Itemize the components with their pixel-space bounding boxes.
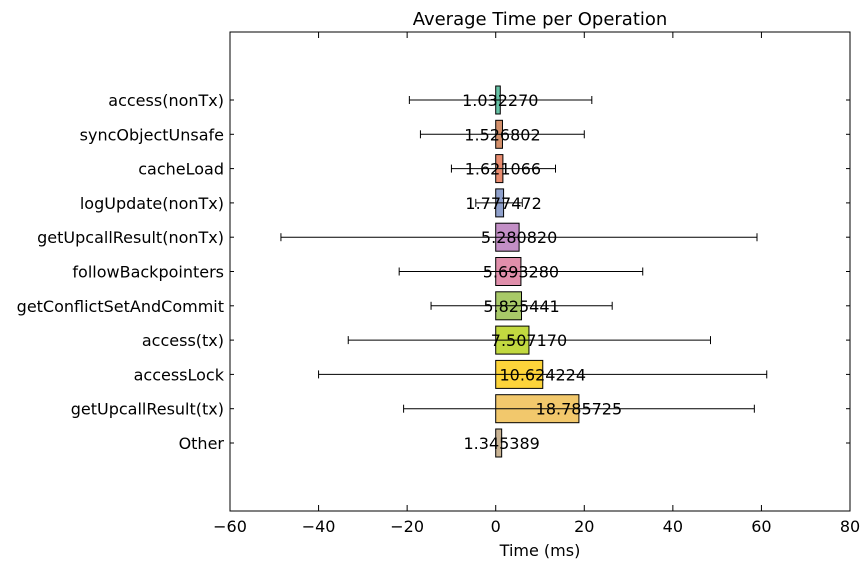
value-label: 5.693280	[483, 263, 559, 282]
x-tick-label: 0	[491, 517, 501, 536]
value-label: 10.624224	[499, 365, 586, 384]
category-label: syncObjectUnsafe	[80, 125, 224, 144]
category-label: accessLock	[134, 365, 225, 384]
x-ticks-layer: −60 −40 −20 0 20 40 60 80	[213, 32, 860, 536]
value-label: 7.507170	[491, 331, 567, 350]
value-label: 1.345389	[464, 434, 540, 453]
x-tick-label: −60	[213, 517, 247, 536]
category-label: Other	[179, 434, 225, 453]
x-tick-label: 20	[574, 517, 594, 536]
plot-frame	[229, 31, 851, 512]
value-label: 1.526802	[464, 125, 540, 144]
bar	[495, 428, 503, 458]
x-tick-label: 40	[663, 517, 683, 536]
x-tick-label: −40	[302, 517, 336, 536]
value-label: 1.621066	[465, 160, 541, 179]
category-label: getUpcallResult(tx)	[71, 400, 224, 419]
value-label: 5.280820	[481, 228, 557, 247]
value-label: 1.032270	[462, 91, 538, 110]
error-bars-layer	[280, 96, 768, 413]
x-tick-label: −20	[390, 517, 424, 536]
category-label: access(tx)	[142, 331, 224, 350]
category-label: access(nonTx)	[108, 91, 224, 110]
x-axis-label: Time (ms)	[499, 541, 581, 560]
category-label: followBackpointers	[72, 263, 224, 282]
category-label: logUpdate(nonTx)	[80, 194, 224, 213]
x-tick-label: 60	[751, 517, 771, 536]
category-label: cacheLoad	[138, 160, 224, 179]
value-labels-layer: 1.032270 1.526802 1.621066 1.777472 5.280820…	[462, 91, 622, 453]
category-labels-layer: access(nonTx) syncObjectUnsafe cacheLoad lo…	[17, 91, 225, 453]
chart-title: Average Time per Operation	[413, 9, 668, 30]
value-label: 1.777472	[465, 194, 541, 213]
category-label: getUpcallResult(nonTx)	[37, 228, 224, 247]
value-label: 5.825441	[483, 297, 559, 316]
value-label: 18.785725	[536, 400, 623, 419]
x-tick-label: 80	[840, 517, 860, 536]
category-label: getConflictSetAndCommit	[17, 297, 224, 316]
